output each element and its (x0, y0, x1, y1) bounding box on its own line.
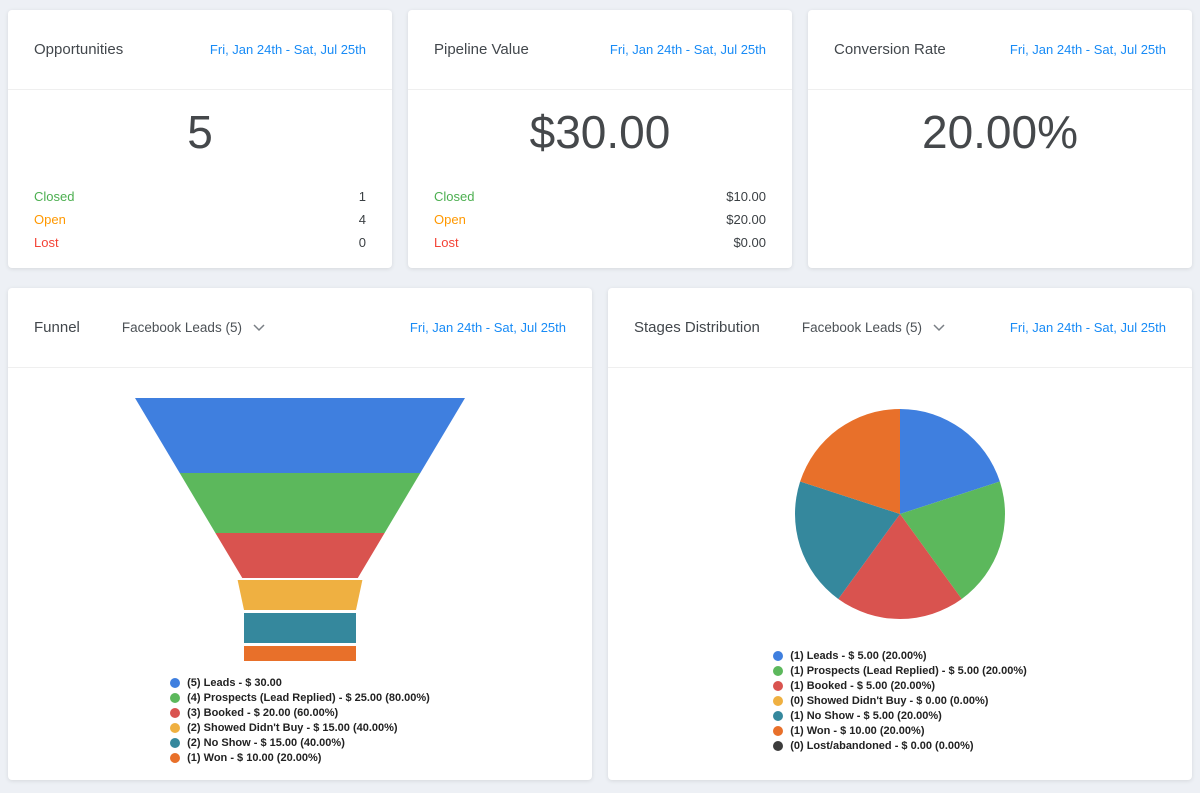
card-title: Stages Distribution (634, 319, 760, 336)
card-header: Funnel Facebook Leads (5) Fri, Jan 24th … (8, 288, 592, 368)
pipeline-value-card: Pipeline Value Fri, Jan 24th - Sat, Jul … (408, 10, 792, 268)
legend-label: (1) Leads - $ 5.00 (20.00%) (790, 649, 927, 662)
legend-dot (170, 752, 181, 763)
legend-item: (1) Leads - $ 5.00 (20.00%) (773, 648, 1027, 663)
legend-label: (0) Lost/abandoned - $ 0.00 (0.00%) (790, 739, 974, 752)
stat-row-lost: Lost $0.00 (434, 231, 766, 254)
legend-dot (773, 710, 784, 721)
legend-label: (2) No Show - $ 15.00 (40.00%) (187, 736, 345, 749)
stat-value-open: 4 (358, 211, 366, 227)
funnel-card: Funnel Facebook Leads (5) Fri, Jan 24th … (8, 288, 592, 780)
metrics-row: Opportunities Fri, Jan 24th - Sat, Jul 2… (8, 10, 1192, 268)
legend-dot (773, 650, 784, 661)
filter-label: Facebook Leads (5) (121, 320, 242, 335)
legend-item: (0) Lost/abandoned - $ 0.00 (0.00%) (773, 738, 1027, 753)
date-range-picker[interactable]: Fri, Jan 24th - Sat, Jul 25th (609, 42, 766, 57)
legend-label: (1) No Show - $ 5.00 (20.00%) (790, 709, 942, 722)
filter-label: Facebook Leads (5) (801, 320, 922, 335)
opportunities-card: Opportunities Fri, Jan 24th - Sat, Jul 2… (8, 10, 392, 268)
pipeline-filter-dropdown[interactable]: Facebook Leads (5) (122, 320, 265, 335)
stat-row-closed: Closed $10.00 (434, 185, 766, 208)
card-header: Conversion Rate Fri, Jan 24th - Sat, Jul… (808, 10, 1192, 90)
charts-row: Funnel Facebook Leads (5) Fri, Jan 24th … (8, 288, 1192, 780)
stages-distribution-card: Stages Distribution Facebook Leads (5) F… (608, 288, 1192, 780)
stat-value-lost: $0.00 (733, 234, 766, 250)
pipeline-total: $30.00 (529, 106, 671, 158)
card-title: Pipeline Value (434, 41, 529, 58)
legend-item: (1) Booked - $ 5.00 (20.00%) (773, 678, 1027, 693)
date-range-picker[interactable]: Fri, Jan 24th - Sat, Jul 25th (409, 320, 566, 335)
legend-item: (1) No Show - $ 5.00 (20.00%) (773, 708, 1027, 723)
stat-value-lost: 0 (358, 234, 366, 250)
funnel-chart (135, 398, 465, 661)
stat-label-lost: Lost (34, 234, 59, 250)
legend-item: (3) Booked - $ 20.00 (60.00%) (170, 705, 430, 720)
legend-dot (170, 677, 181, 688)
legend-item: (2) Showed Didn't Buy - $ 15.00 (40.00%) (170, 720, 430, 735)
chevron-down-icon (253, 323, 265, 331)
card-title: Funnel (34, 319, 80, 336)
legend-item: (4) Prospects (Lead Replied) - $ 25.00 (… (170, 690, 430, 705)
legend-dot (170, 737, 181, 748)
legend-label: (0) Showed Didn't Buy - $ 0.00 (0.00%) (790, 694, 989, 707)
legend-dot (773, 725, 784, 736)
stages-pie-chart (794, 409, 1006, 620)
opportunities-total: 5 (187, 106, 213, 158)
pipeline-breakdown: Closed $10.00 Open $20.00 Lost $0.00 (408, 185, 792, 254)
stages-chart-area: (1) Leads - $ 5.00 (20.00%) (1) Prospect… (608, 368, 1192, 753)
stat-row-open: Open 4 (34, 208, 366, 231)
legend-dot (170, 722, 181, 733)
card-title: Opportunities (34, 41, 124, 58)
stat-label-closed: Closed (34, 188, 75, 204)
stat-value-closed: $10.00 (726, 188, 766, 204)
legend-label: (5) Leads - $ 30.00 (187, 676, 282, 689)
legend-item: (0) Showed Didn't Buy - $ 0.00 (0.00%) (773, 693, 1027, 708)
stat-row-lost: Lost 0 (34, 231, 366, 254)
date-range-picker[interactable]: Fri, Jan 24th - Sat, Jul 25th (209, 42, 366, 57)
legend-label: (1) Prospects (Lead Replied) - $ 5.00 (2… (790, 664, 1027, 677)
legend-item: (2) No Show - $ 15.00 (40.00%) (170, 735, 430, 750)
legend-label: (1) Won - $ 10.00 (20.00%) (790, 724, 925, 737)
conversion-rate-card: Conversion Rate Fri, Jan 24th - Sat, Jul… (808, 10, 1192, 268)
legend-item: (1) Won - $ 10.00 (20.00%) (170, 750, 430, 765)
legend-label: (1) Booked - $ 5.00 (20.00%) (790, 679, 936, 692)
stat-label-open: Open (434, 211, 466, 227)
pipeline-filter-dropdown[interactable]: Facebook Leads (5) (802, 320, 945, 335)
date-range-picker[interactable]: Fri, Jan 24th - Sat, Jul 25th (1009, 320, 1166, 335)
legend-label: (4) Prospects (Lead Replied) - $ 25.00 (… (187, 691, 430, 704)
stat-value-closed: 1 (358, 188, 366, 204)
funnel-chart-area: (5) Leads - $ 30.00 (4) Prospects (Lead … (8, 368, 592, 765)
legend-dot (170, 692, 181, 703)
stat-label-closed: Closed (434, 188, 475, 204)
legend-label: (1) Won - $ 10.00 (20.00%) (187, 751, 322, 764)
legend-item: (1) Prospects (Lead Replied) - $ 5.00 (2… (773, 663, 1027, 678)
legend-label: (3) Booked - $ 20.00 (60.00%) (187, 706, 339, 719)
stat-label-lost: Lost (434, 234, 459, 250)
card-title: Conversion Rate (834, 41, 946, 58)
stages-legend: (1) Leads - $ 5.00 (20.00%) (1) Prospect… (773, 648, 1027, 753)
opportunities-breakdown: Closed 1 Open 4 Lost 0 (8, 185, 392, 254)
card-header: Stages Distribution Facebook Leads (5) F… (608, 288, 1192, 368)
chevron-down-icon (933, 323, 945, 331)
funnel-legend: (5) Leads - $ 30.00 (4) Prospects (Lead … (170, 675, 430, 765)
legend-item: (1) Won - $ 10.00 (20.00%) (773, 723, 1027, 738)
stat-row-closed: Closed 1 (34, 185, 366, 208)
date-range-picker[interactable]: Fri, Jan 24th - Sat, Jul 25th (1009, 42, 1166, 57)
legend-dot (773, 740, 784, 751)
legend-dot (170, 707, 181, 718)
stat-row-open: Open $20.00 (434, 208, 766, 231)
conversion-rate-total: 20.00% (921, 106, 1078, 158)
legend-label: (2) Showed Didn't Buy - $ 15.00 (40.00%) (187, 721, 398, 734)
legend-dot (773, 665, 784, 676)
card-header: Pipeline Value Fri, Jan 24th - Sat, Jul … (408, 10, 792, 90)
legend-item: (5) Leads - $ 30.00 (170, 675, 430, 690)
legend-dot (773, 680, 784, 691)
stat-value-open: $20.00 (726, 211, 766, 227)
legend-dot (773, 695, 784, 706)
card-header: Opportunities Fri, Jan 24th - Sat, Jul 2… (8, 10, 392, 90)
stat-label-open: Open (34, 211, 66, 227)
